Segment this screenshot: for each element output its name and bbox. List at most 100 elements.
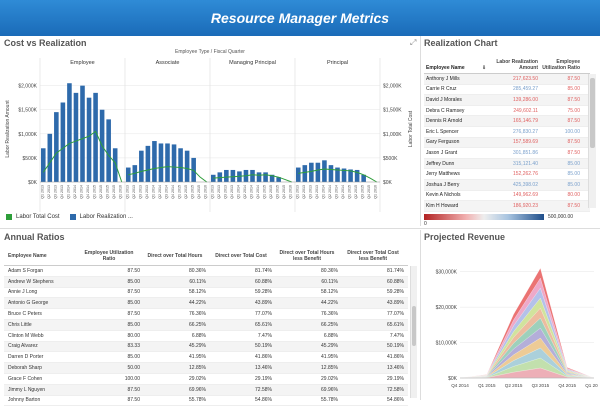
employee-name: Carrie R Cruz bbox=[426, 86, 457, 93]
annual-ratio-row[interactable]: Johnny Barton 87.50 55.78% 54.86% 55.78% 54.8… bbox=[4, 396, 408, 406]
realization-amount: 301,851.86 bbox=[512, 149, 538, 156]
x-tick-label: Q1 2015 bbox=[348, 185, 352, 199]
realization-table-body: Anthony J Mills 217,623.50 87.50 Carrie R C… bbox=[424, 74, 590, 212]
annual-ratio-row[interactable]: Craig Alvarez 83.33 45.29% 50.19% 45.29% 50.1… bbox=[4, 341, 408, 353]
bar bbox=[67, 83, 72, 182]
y-tick-label: $10,000K bbox=[436, 341, 458, 347]
group-header: Managing Principal bbox=[229, 60, 276, 66]
header-employee-name[interactable]: Employee Name bbox=[426, 65, 465, 71]
direct-hours-less-benefit: 60.11% bbox=[321, 278, 338, 285]
header-realization-amount[interactable]: Labor Realization Amount bbox=[496, 59, 538, 71]
realization-row[interactable]: Kim H Howard 186,920.23 87.50 bbox=[424, 201, 590, 212]
direct-hours-less-benefit: 80.36% bbox=[321, 267, 338, 274]
x-tick-label: Q1 2016 bbox=[119, 185, 123, 199]
cost-line bbox=[42, 130, 123, 183]
realization-table-header: Employee Name ⇓ Labor Realization Amount… bbox=[424, 52, 590, 74]
bar bbox=[335, 167, 340, 182]
y2-axis-label: Labor Total Cost bbox=[408, 110, 414, 147]
annual-ratio-row[interactable]: Annie J Long 87.50 58.12% 59.28% 58.12% 59.28… bbox=[4, 288, 408, 299]
realization-row[interactable]: Gary Ferguson 157,589.69 87.50 bbox=[424, 137, 590, 149]
direct-over-total-hours: 44.22% bbox=[189, 300, 206, 307]
annual-ratio-row[interactable]: Deborah Sharp 50.00 12.85% 13.46% 12.85% 13.4… bbox=[4, 363, 408, 374]
y-tick-label: $500K bbox=[23, 156, 38, 162]
direct-over-total-hours: 76.36% bbox=[189, 311, 206, 318]
realization-row[interactable]: Jerry Matthews 152,262.76 85.00 bbox=[424, 169, 590, 180]
annual-ratios-header: Employee Name Employee Utilization Ratio… bbox=[4, 246, 408, 266]
x-tick-label: Q4 2014 bbox=[256, 185, 260, 199]
annual-ratio-row[interactable]: Clinton M Webb 80.00 6.88% 7.47% 6.88% 7.47% bbox=[4, 331, 408, 342]
annual-ratio-row[interactable]: Chris Little 85.00 66.25% 65.61% 66.25% 65.61… bbox=[4, 319, 408, 331]
group-header: Associate bbox=[156, 60, 180, 66]
annual-ratio-row[interactable]: Adam S Forgan 87.50 80.36% 81.74% 80.36% 81.7… bbox=[4, 266, 408, 277]
bar bbox=[256, 172, 262, 182]
ar-header-hours[interactable]: Direct over Total Hours bbox=[147, 252, 203, 259]
y2-tick-label: $0K bbox=[383, 180, 393, 186]
legend-swatch-cost bbox=[6, 214, 12, 220]
x-tick-label: Q1 2015 bbox=[263, 185, 267, 199]
realization-row[interactable]: Carrie R Cruz 285,459.27 85.00 bbox=[424, 85, 590, 96]
direct-over-total-hours: 45.29% bbox=[189, 343, 206, 350]
x-tick-label: Q4 2015 bbox=[282, 185, 286, 199]
cost-vs-realization-title: Cost vs Realization bbox=[4, 38, 87, 48]
bar bbox=[224, 169, 229, 182]
annual-ratio-row[interactable]: Andrew W Stephens 85.00 60.11% 60.88% 60.11%… bbox=[4, 276, 408, 288]
utilization-ratio: 85.00 bbox=[127, 321, 140, 328]
expand-icon[interactable]: ⤢ bbox=[410, 38, 417, 47]
realization-row[interactable]: Dennis R Arnold 165,146.79 87.50 bbox=[424, 116, 590, 127]
direct-over-total-hours: 69.96% bbox=[189, 386, 206, 393]
ar-header-hours-less[interactable]: Direct over Total Hours less Benefit bbox=[279, 249, 335, 262]
realization-row[interactable]: David J Morales 139,286.00 87.50 bbox=[424, 95, 590, 106]
realization-scrollbar[interactable] bbox=[588, 74, 596, 208]
y-tick-label: $1,500K bbox=[18, 108, 37, 114]
x-tick-label: Q3 2015 bbox=[276, 185, 280, 199]
employee-name: Bruce C Peters bbox=[8, 311, 42, 318]
realization-row[interactable]: Joshua J Berry 425,398.02 85.00 bbox=[424, 179, 590, 191]
annual-ratio-row[interactable]: Bruce C Peters 87.50 76.36% 77.07% 76.36% 77.… bbox=[4, 309, 408, 320]
bar bbox=[348, 169, 353, 182]
x-tick-label: Q1 2015 bbox=[93, 185, 97, 199]
realization-row[interactable]: Jeffrey Dunn 315,121.40 85.00 bbox=[424, 158, 590, 170]
sort-icon[interactable]: ⇓ bbox=[482, 65, 487, 71]
realization-row[interactable]: Kevin A Nichols 149,962.69 80.00 bbox=[424, 191, 590, 202]
direct-cost-less-benefit: 54.86% bbox=[387, 397, 404, 404]
x-tick-label: Q2 2014 bbox=[243, 185, 247, 199]
annual-ratios-title: Annual Ratios bbox=[4, 232, 65, 242]
ar-header-cost-less[interactable]: Direct over Total Cost less Benefit bbox=[347, 249, 399, 262]
ar-header-cost[interactable]: Direct over Total Cost bbox=[215, 252, 267, 259]
utilization-ratio: 87.50 bbox=[567, 139, 580, 146]
annual-ratio-row[interactable]: Grace F Cohen 100.00 29.02% 29.19% 29.02% 29.… bbox=[4, 374, 408, 385]
realization-scroll-thumb[interactable] bbox=[590, 78, 595, 148]
ar-header-utilization[interactable]: Employee Utilization Ratio bbox=[84, 249, 134, 262]
realization-row[interactable]: Anthony J Mills 217,623.50 87.50 bbox=[424, 74, 590, 85]
realization-row[interactable]: Eric L Spencer 276,830.27 100.00 bbox=[424, 127, 590, 138]
annual-ratio-row[interactable]: Antonio G George 85.00 44.22% 43.89% 44.22% 4… bbox=[4, 298, 408, 310]
realization-row[interactable]: Jason J Grant 301,851.86 87.50 bbox=[424, 148, 590, 159]
direct-hours-less-benefit: 44.22% bbox=[321, 300, 338, 307]
bar bbox=[322, 160, 327, 182]
y-tick-label: $30,000K bbox=[436, 270, 458, 276]
annual-ratio-row[interactable]: Jimmy L Nguyen 87.50 69.96% 72.58% 69.96% 72.… bbox=[4, 384, 408, 396]
bar bbox=[80, 85, 85, 182]
annual-ratio-row[interactable]: Darren D Porter 85.00 41.95% 41.86% 41.95% 41… bbox=[4, 352, 408, 364]
bar bbox=[250, 169, 255, 182]
realization-row[interactable]: Debra C Ramsey 249,602.11 75.00 bbox=[424, 106, 590, 117]
dashboard-header: Resource Manager Metrics bbox=[0, 0, 600, 36]
bar bbox=[210, 174, 216, 182]
annual-scrollbar[interactable] bbox=[410, 266, 417, 398]
bar bbox=[354, 169, 360, 182]
utilization-ratio: 87.50 bbox=[567, 96, 580, 103]
employee-name: Andrew W Stephens bbox=[8, 278, 54, 285]
direct-hours-less-benefit: 76.36% bbox=[321, 311, 338, 318]
x-tick-label: Q4 2013 bbox=[315, 185, 319, 199]
realization-amount: 149,962.69 bbox=[512, 192, 538, 199]
direct-hours-less-benefit: 6.88% bbox=[323, 332, 338, 339]
direct-over-total-cost: 13.46% bbox=[255, 365, 272, 372]
x-tick-label: Q4 2013 bbox=[60, 185, 64, 199]
header-utilization-ratio[interactable]: Employee Utilization Ratio bbox=[542, 59, 580, 71]
realization-amount: 285,459.27 bbox=[512, 86, 538, 93]
annual-scroll-thumb[interactable] bbox=[412, 306, 416, 346]
y-axis-label: Labor Realization Amount bbox=[5, 100, 11, 158]
utilization-ratio: 85.00 bbox=[127, 354, 140, 361]
direct-cost-less-benefit: 59.28% bbox=[387, 289, 404, 296]
ar-header-name[interactable]: Employee Name bbox=[8, 252, 47, 259]
